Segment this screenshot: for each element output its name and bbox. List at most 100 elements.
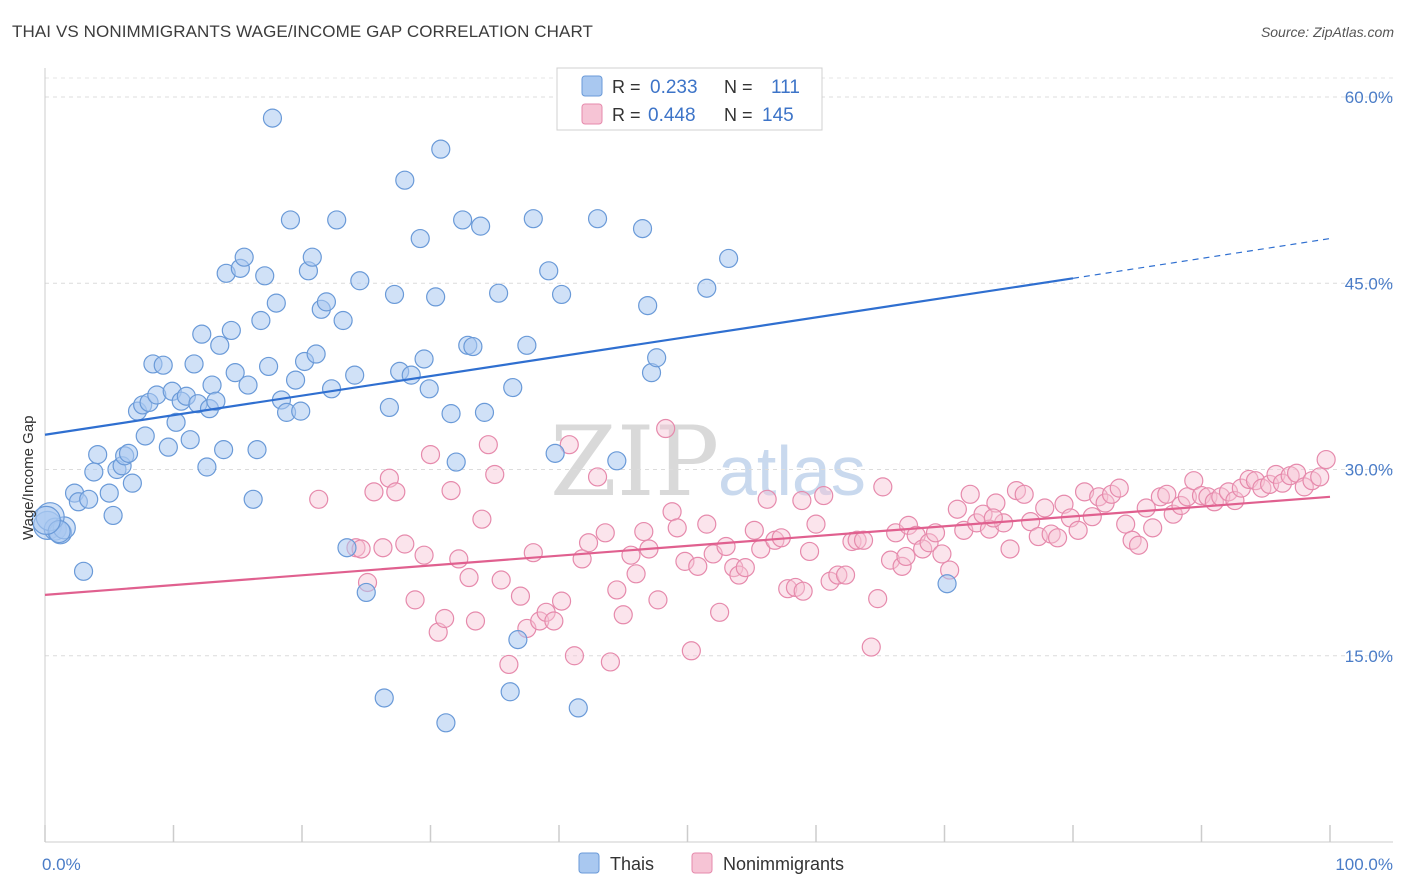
bottom-legend-label-nonimmigrants: Nonimmigrants: [723, 854, 844, 874]
nonimmigrants-point: [697, 514, 717, 534]
nonimmigrants-point: [1000, 539, 1020, 559]
legend-n-label-thais: N =: [724, 77, 753, 97]
thais-point: [247, 440, 267, 460]
nonimmigrants-point: [880, 550, 901, 570]
thais-point: [197, 457, 217, 477]
nonimmigrants-point: [1128, 535, 1149, 555]
nonimmigrants-point: [1157, 484, 1177, 504]
thais-point: [88, 445, 108, 465]
nonimmigrants-point: [491, 570, 511, 590]
thais-point: [463, 336, 483, 357]
nonimmigrants-point: [710, 602, 730, 622]
legend-r-value-thais: 0.233: [650, 77, 698, 98]
thais-point: [414, 349, 434, 369]
nonimmigrants-point: [932, 544, 952, 564]
nonimmigrants-point: [595, 523, 615, 543]
nonimmigrants-point: [1109, 478, 1129, 498]
nonimmigrants-point: [485, 464, 505, 485]
nonimmigrants-point: [386, 482, 406, 502]
nonimmigrants-point: [1068, 520, 1088, 540]
y-tick-label-45: 45.0%: [1345, 274, 1393, 293]
legend-r-label-nonimmigrants: R =: [612, 105, 641, 125]
thais-point: [285, 370, 306, 390]
nonimmigrants-point: [1014, 484, 1034, 504]
nonimmigrants-point: [564, 646, 585, 666]
thais-trend-line: [44, 277, 1074, 436]
thais-point: [551, 284, 572, 305]
axes: [44, 68, 1393, 843]
nonimmigrants-point: [847, 530, 867, 550]
bottom-legend-swatch-thais: [578, 852, 600, 874]
nonimmigrants-point: [1047, 528, 1068, 548]
thais-point: [517, 335, 537, 355]
nonimmigrants-point: [1184, 471, 1204, 491]
nonimmigrants-point: [1101, 484, 1122, 504]
thais-point: [103, 505, 123, 526]
nonimmigrants-point: [544, 611, 564, 631]
nonimmigrants-point: [395, 534, 415, 554]
thais-point: [206, 391, 226, 411]
stats-legend: R = 0.233 N = 111 R = 0.448 N = 145: [556, 67, 823, 131]
thais-point: [225, 363, 245, 383]
nonimmigrants-point: [420, 445, 441, 465]
x-tick-label-max: 100.0%: [1335, 855, 1393, 874]
thais-point: [345, 365, 365, 385]
thais-point: [302, 247, 322, 267]
nonimmigrants-point: [688, 556, 708, 576]
bottom-legend-swatch-nonimmigrants: [691, 852, 713, 874]
thais-point: [234, 247, 254, 267]
legend-n-value-nonimmigrants: 145: [762, 105, 794, 126]
nonimmigrants-point: [607, 580, 627, 600]
y-tick-labels: 15.0% 30.0% 45.0% 60.0%: [1345, 88, 1393, 666]
bottom-legend-label-thais: Thais: [610, 854, 654, 874]
nonimmigrants-point: [587, 467, 608, 487]
thais-point: [441, 404, 461, 424]
nonimmigrants-point: [675, 551, 695, 571]
nonimmigrants-point: [835, 565, 856, 585]
thais-point: [632, 219, 653, 239]
thais-point: [99, 483, 119, 503]
thais-point: [356, 582, 376, 603]
legend-r-label-thais: R =: [612, 77, 641, 97]
source-credit: Source: ZipAtlas.com: [1260, 24, 1394, 40]
nonimmigrants-point: [960, 484, 980, 504]
thais-point: [238, 375, 258, 395]
nonimmigrants-point: [1316, 449, 1336, 470]
thais-point: [262, 108, 283, 128]
nonimmigrants-point: [600, 652, 621, 672]
watermark-zip: ZIP: [550, 406, 719, 518]
thais-point: [122, 473, 142, 493]
nonimmigrants-point: [1082, 507, 1102, 527]
legend-n-value-thais: 111: [771, 77, 800, 98]
thais-point: [395, 170, 415, 190]
nonimmigrants-point: [1020, 512, 1041, 532]
thais-point: [647, 348, 667, 368]
thais-point: [202, 375, 222, 395]
nonimmigrants-point: [662, 502, 682, 522]
nonimmigrants-point: [441, 481, 461, 501]
thais-point: [426, 287, 446, 307]
thais-point: [436, 713, 456, 733]
nonimmigrants-point: [559, 435, 579, 455]
nonimmigrants-point: [947, 499, 967, 519]
thais-point: [337, 538, 357, 558]
nonimmigrants-point: [309, 489, 329, 509]
thais-point: [251, 310, 271, 331]
thais-point: [419, 379, 439, 399]
thais-point: [697, 278, 717, 298]
nonimmigrants-point: [729, 565, 749, 585]
nonimmigrants-point: [1074, 482, 1095, 502]
nonimmigrants-point: [896, 546, 916, 567]
thais-point: [503, 377, 523, 398]
nonimmigrants-point: [868, 589, 888, 609]
nonimmigrants-point: [499, 654, 519, 675]
nonimmigrants-point: [449, 549, 469, 569]
thais-point: [410, 228, 430, 249]
thais-point: [266, 293, 286, 313]
nonimmigrants-point: [1272, 473, 1293, 493]
nonimmigrants-point: [986, 493, 1006, 513]
nonimmigrants-point: [1035, 498, 1055, 518]
thais-point: [321, 379, 342, 399]
nonimmigrants-point: [1116, 514, 1136, 534]
thais-point: [153, 355, 173, 375]
